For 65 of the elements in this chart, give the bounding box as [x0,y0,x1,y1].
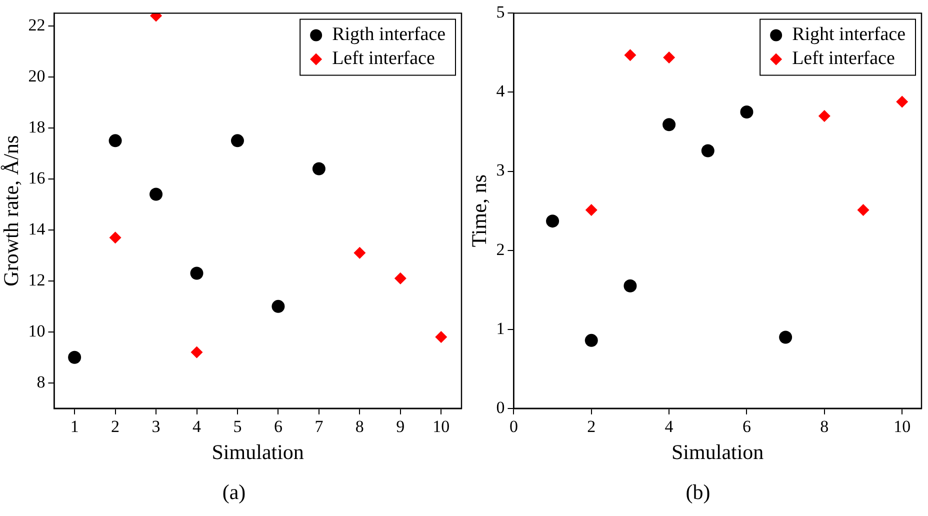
y-tick-label: 16 [28,168,46,188]
x-tick-label: 6 [742,417,751,436]
y-tick-label: 2 [496,240,505,259]
x-tick-label: 2 [111,417,120,436]
y-tick-label: 1 [496,318,505,338]
point [190,266,204,280]
legend-label: Left interface [332,48,435,70]
point [109,232,122,244]
x-tick-label: 8 [820,417,829,436]
y-tick-label: 8 [36,372,46,392]
x-tick-label: 3 [152,417,160,436]
legend-label: Rigth interface [332,24,446,46]
y-tick-label: 22 [28,15,46,34]
point [779,330,792,344]
text: (a) [221,480,247,505]
y-tick-label: 5 [496,2,505,22]
point [68,350,82,364]
y-tick-label: 18 [28,117,46,136]
point [435,331,448,344]
x-axis-title: Simulation [672,440,764,464]
point [624,49,636,62]
point [354,246,366,259]
x-tick-label: 6 [274,417,282,436]
point [818,110,830,122]
x-tick-label: 10 [894,417,911,436]
y-tick-label: 20 [28,66,46,86]
x-tick-label: 2 [587,417,596,436]
point [662,118,676,132]
x-axis-title: Simulation [212,440,304,464]
point [585,204,598,216]
legend-label: Right interface [792,24,906,46]
y-tick-label: 12 [28,270,46,290]
point [150,188,163,201]
point [857,204,870,216]
x-tick-label: 7 [314,417,324,436]
point [701,144,714,158]
point [546,214,560,228]
y-axis-title: Time, ns [467,174,492,248]
y-tick-label: 4 [496,82,506,101]
y-tick-label: 3 [496,160,505,180]
point [190,346,203,358]
point [624,279,637,292]
x-tick-label: 0 [509,417,518,436]
legend-label: Left interface [792,48,895,70]
x-tick-label: 1 [70,417,79,436]
point [896,96,908,108]
y-tick-label: 14 [28,219,46,238]
point [740,106,754,118]
x-tick-label: 4 [192,417,202,436]
point [230,134,244,148]
x-tick-label: 4 [664,417,674,436]
point [663,51,676,64]
y-axis-title: Growth rate, Å/ns [0,135,24,286]
text: (b) [684,480,712,505]
point [584,334,598,347]
y-tick-label: 0 [496,398,505,417]
point [394,272,406,284]
x-tick-label: 9 [396,417,405,436]
x-tick-label: 5 [233,417,242,436]
x-tick-label: 8 [355,417,364,436]
point [108,134,122,148]
point [312,162,326,176]
point [272,300,285,313]
x-tick-label: 10 [432,417,450,436]
y-tick-label: 10 [28,321,46,340]
